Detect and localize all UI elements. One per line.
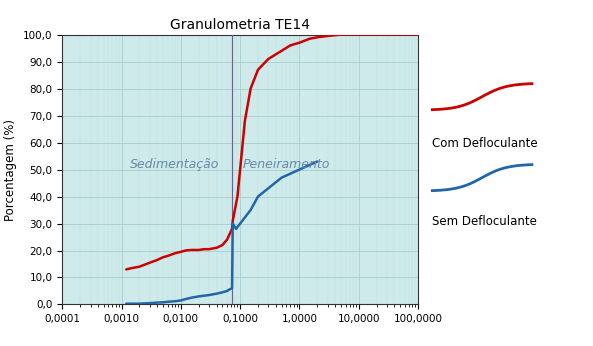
Text: Sedimentação: Sedimentação: [130, 158, 219, 171]
Text: Com Defloculante: Com Defloculante: [432, 137, 538, 150]
Text: Peneiramento: Peneiramento: [243, 158, 330, 171]
Text: Sem Defloculante: Sem Defloculante: [432, 216, 537, 228]
Y-axis label: Porcentagem (%): Porcentagem (%): [5, 119, 17, 220]
Title: Granulometria TE14: Granulometria TE14: [170, 18, 310, 32]
